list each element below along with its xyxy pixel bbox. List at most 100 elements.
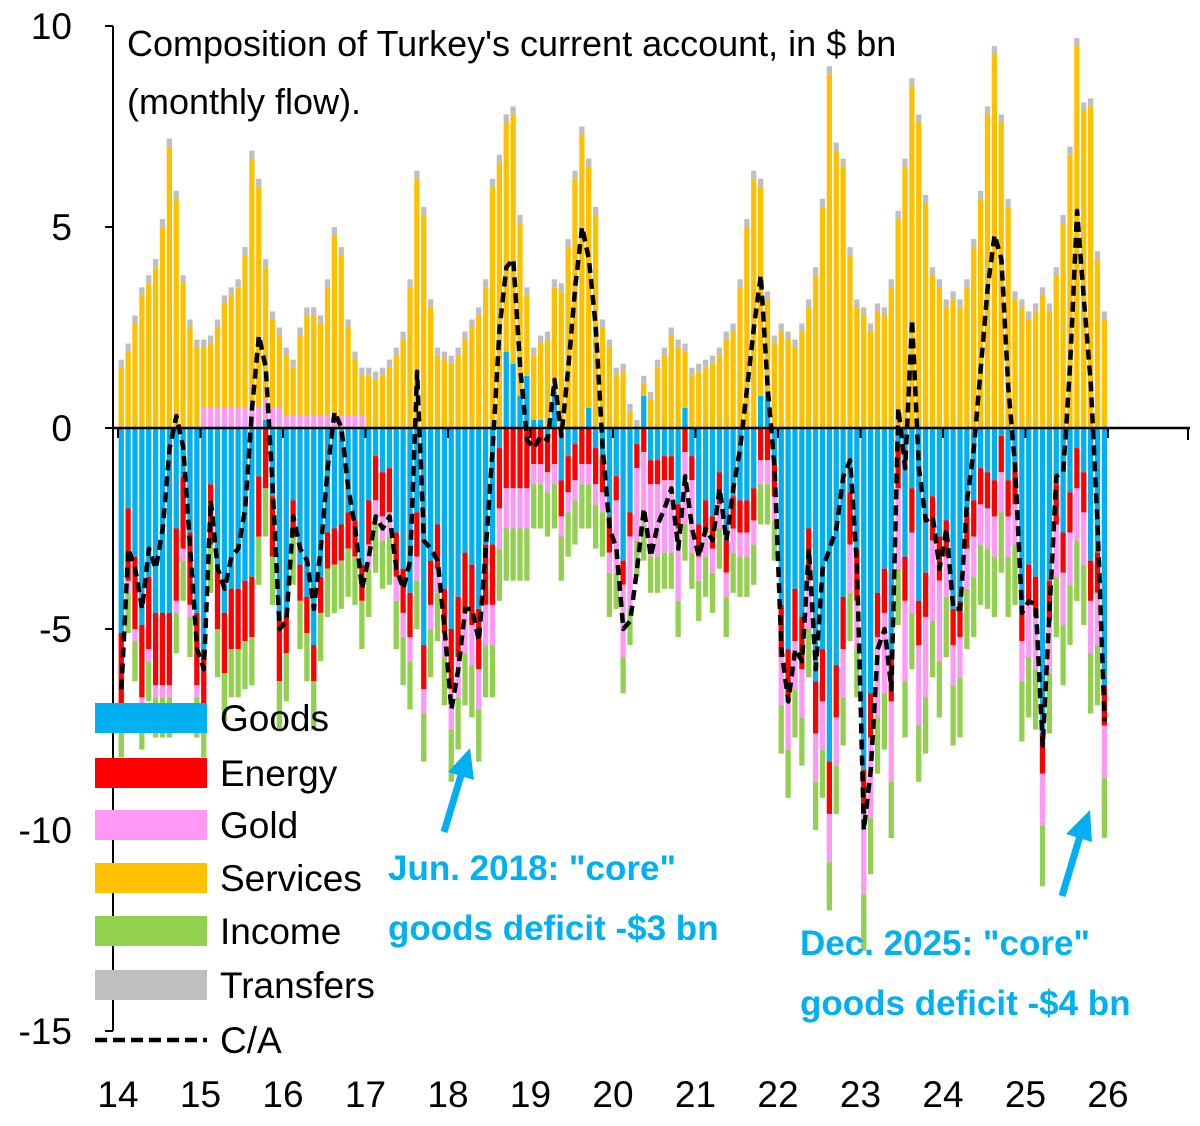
bar-goods-39 — [386, 428, 393, 469]
bar-energy-87 — [716, 472, 723, 505]
bar-transfers-94 — [764, 291, 771, 300]
bar-gold-16 — [228, 407, 234, 428]
bar-energy-42 — [407, 592, 413, 638]
bar-services-22 — [269, 319, 276, 408]
bar-services-95 — [771, 343, 778, 428]
bar-services-28 — [311, 315, 317, 416]
bar-transfers-78 — [654, 359, 661, 368]
bar-income-59 — [524, 528, 530, 581]
bar-income-25 — [290, 536, 296, 585]
bar-transfers-28 — [311, 307, 317, 316]
bar-gold-93 — [757, 460, 764, 485]
bar-income-78 — [654, 556, 661, 593]
bar-services-6 — [159, 227, 166, 428]
bar-services-18 — [242, 255, 248, 408]
annotation-dec-2025: Dec. 2025: "core" goods deficit -$4 bn — [800, 810, 1131, 1023]
bar-transfers-56 — [503, 114, 509, 123]
bar-services-129 — [1005, 206, 1011, 428]
bar-energy-79 — [661, 456, 668, 481]
bar-services-135 — [1046, 311, 1052, 428]
bar-gold-100 — [806, 580, 812, 629]
bar-income-116 — [916, 725, 922, 782]
bar-income-1 — [125, 592, 131, 634]
bar-services-25 — [290, 367, 296, 416]
legend-swatch-goods — [95, 703, 207, 733]
bar-services-43 — [414, 178, 420, 428]
bar-services-21 — [262, 267, 269, 400]
bar-goods-86 — [709, 428, 716, 517]
bar-energy-60 — [531, 428, 537, 465]
bar-energy-125 — [977, 468, 984, 505]
bar-transfers-26 — [297, 327, 303, 336]
bar-services-58 — [517, 222, 523, 396]
bar-energy-50 — [462, 552, 468, 613]
bar-energy-81 — [675, 504, 681, 529]
bar-gold-97 — [785, 701, 791, 750]
bar-energy-68 — [586, 428, 592, 465]
bar-gold-12 — [201, 407, 207, 428]
x-tick-label-4: 18 — [427, 1074, 468, 1115]
bar-gold-91 — [744, 532, 750, 557]
bar-goods-50 — [462, 428, 468, 553]
bar-income-91 — [744, 556, 750, 597]
bar-goods-45 — [427, 428, 434, 561]
bar-income-76 — [641, 524, 647, 561]
bar-services-16 — [228, 295, 234, 408]
bar-transfers-1 — [125, 343, 131, 352]
bar-transfers-3 — [139, 287, 145, 296]
bar-services-27 — [304, 315, 310, 416]
bar-gold-66 — [572, 480, 578, 501]
bar-services-62 — [544, 339, 551, 428]
bar-transfers-109 — [867, 323, 874, 332]
bar-services-40 — [393, 355, 399, 428]
bar-income-89 — [730, 552, 736, 593]
bar-transfers-62 — [544, 331, 551, 340]
bar-services-53 — [482, 287, 489, 428]
bar-income-111 — [881, 693, 888, 750]
bar-gold-141 — [1087, 600, 1094, 654]
bar-energy-59 — [524, 428, 530, 489]
bar-transfers-41 — [400, 331, 406, 340]
bar-goods-58 — [517, 395, 523, 428]
bar-energy-122 — [957, 600, 963, 638]
bar-energy-129 — [1005, 480, 1011, 517]
bar-transfers-116 — [916, 114, 922, 123]
bar-transfers-27 — [304, 307, 310, 316]
bar-energy-20 — [256, 476, 262, 537]
bar-goods-53 — [482, 428, 489, 545]
bar-transfers-36 — [366, 367, 372, 376]
bar-gold-70 — [599, 492, 606, 513]
bar-gold-116 — [916, 645, 922, 726]
bar-transfers-46 — [434, 347, 441, 356]
bar-energy-137 — [1060, 532, 1066, 573]
bar-transfers-61 — [537, 335, 544, 344]
bar-goods-131 — [1019, 428, 1025, 605]
bar-gold-104 — [833, 717, 839, 766]
bar-gold-18 — [242, 407, 248, 428]
bar-gold-115 — [909, 532, 915, 613]
bar-energy-104 — [833, 665, 839, 718]
bar-goods-63 — [551, 391, 558, 428]
bar-goods-65 — [565, 428, 571, 457]
bar-services-81 — [675, 347, 681, 428]
bar-transfers-7 — [166, 138, 172, 147]
bar-income-86 — [709, 572, 716, 613]
bar-energy-101 — [812, 681, 819, 734]
bar-income-37 — [372, 524, 379, 573]
bar-energy-141 — [1087, 560, 1094, 601]
bar-income-98 — [792, 689, 798, 738]
bar-energy-6 — [159, 612, 166, 686]
bar-transfers-69 — [592, 206, 599, 215]
bar-energy-5 — [152, 612, 159, 686]
bar-gold-111 — [881, 612, 888, 694]
bar-gold-14 — [214, 407, 221, 428]
bar-goods-103 — [826, 428, 833, 762]
bar-services-74 — [627, 411, 633, 428]
bar-gold-23 — [276, 407, 283, 428]
bar-goods-111 — [881, 428, 888, 569]
bar-services-32 — [338, 255, 344, 416]
bar-energy-23 — [276, 620, 283, 682]
bar-transfers-10 — [187, 319, 193, 328]
bar-services-19 — [249, 158, 255, 408]
bar-services-52 — [476, 315, 482, 428]
